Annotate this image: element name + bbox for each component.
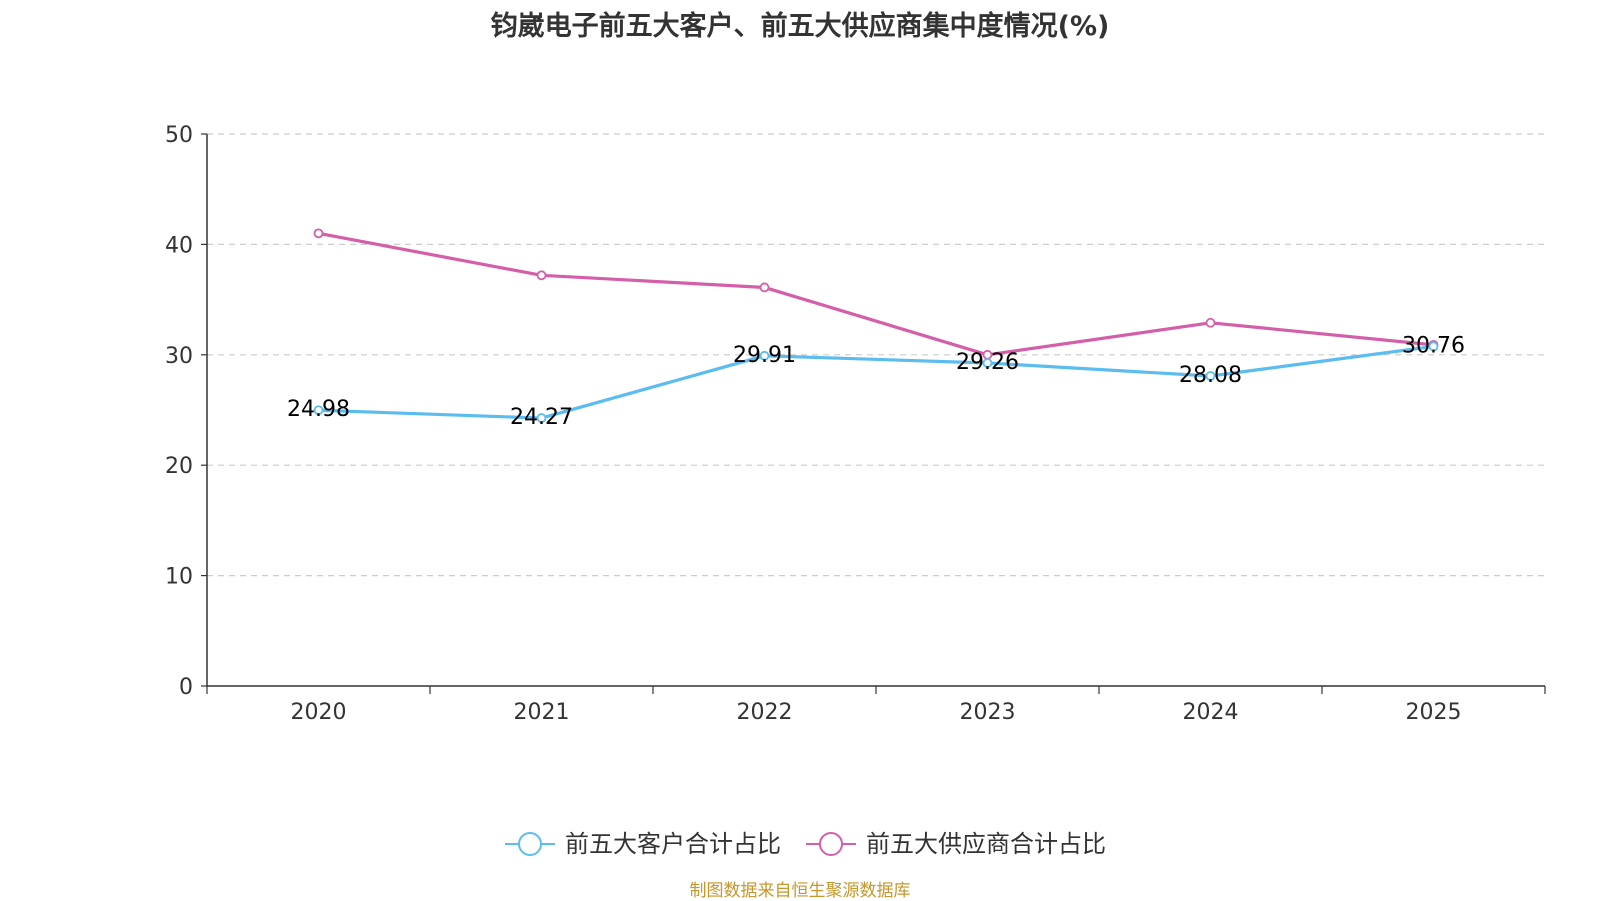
data-point: [759, 282, 770, 293]
data-point: [536, 413, 547, 423]
legend-label: 前五大客户合计占比: [565, 830, 781, 858]
data-point: [759, 350, 770, 361]
data-point: [313, 228, 324, 239]
x-tick-label: 2020: [291, 700, 347, 725]
data-labels: 24.98 24.27 29.91 29.26 28.08 30.76: [287, 333, 1465, 430]
y-tick-label: 20: [165, 454, 193, 479]
y-tick-label: 30: [165, 344, 193, 369]
y-tick-label: 40: [165, 233, 193, 258]
y-tick-label: 50: [165, 123, 193, 148]
data-label: 29.26: [956, 350, 1019, 375]
data-label: 24.27: [510, 405, 573, 430]
y-tick-label: 10: [165, 565, 193, 590]
x-tick-label: 2024: [1183, 700, 1239, 725]
grid-lines: [207, 133, 1545, 577]
legend-label: 前五大供应商合计占比: [866, 830, 1106, 858]
data-point: [1205, 371, 1216, 381]
x-tick-label: 2022: [737, 700, 793, 725]
data-point: [1428, 341, 1439, 352]
data-label: 24.98: [287, 397, 350, 422]
series-lines: [313, 228, 1439, 423]
y-tick-label: 0: [179, 675, 193, 700]
data-label: 28.08: [1179, 363, 1242, 388]
legend: 前五大客户合计占比 前五大供应商合计占比: [505, 830, 1106, 858]
series-line: [318, 231, 1434, 357]
series-line: [318, 344, 1434, 420]
source-note: 制图数据来自恒生聚源数据库: [689, 881, 911, 901]
data-point: [536, 270, 547, 281]
data-point: [982, 358, 993, 368]
x-tick-label: 2023: [960, 700, 1016, 725]
data-point: [1205, 317, 1216, 328]
data-label: 29.91: [733, 343, 796, 368]
x-tick-label: 2025: [1406, 700, 1462, 725]
legend-marker: [819, 832, 843, 856]
legend-marker: [518, 832, 542, 856]
data-point: [313, 405, 324, 416]
data-label: 30.76: [1402, 333, 1465, 358]
axes: 0 10 20 30 40 50 2020 2021 2022 2023 2024 2025: [165, 123, 1546, 725]
chart-title: 钧崴电子前五大客户、前五大供应商集中度情况(%): [490, 11, 1110, 42]
x-tick-label: 2021: [514, 700, 570, 725]
